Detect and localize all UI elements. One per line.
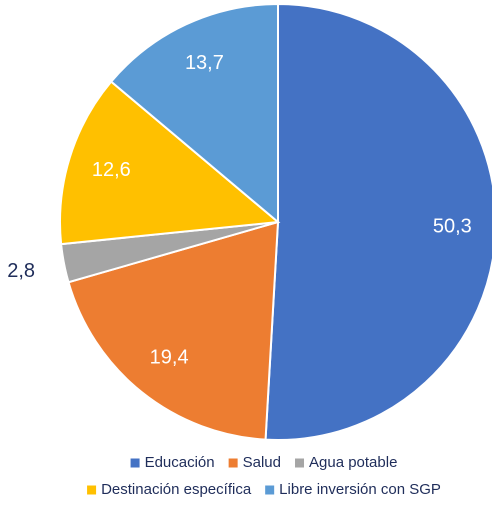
- legend-marker: [130, 458, 140, 468]
- legend-label: Agua potable: [309, 454, 397, 471]
- pie-slice: [264, 2, 492, 441]
- legend-label: Salud: [243, 454, 281, 471]
- pie-slice: [109, 2, 279, 225]
- legend-label: Destinación específica: [101, 481, 252, 498]
- data-label: 50,3: [433, 215, 472, 237]
- legend-marker: [87, 485, 97, 495]
- legend-label: Educación: [145, 454, 215, 471]
- pie-slice: [59, 80, 281, 246]
- legend-label: Libre inversión con SGP: [279, 481, 441, 498]
- pie-slice: [67, 220, 280, 441]
- legend-marker: [265, 485, 275, 495]
- data-label: 2,8: [7, 260, 35, 282]
- data-label: 12,6: [92, 159, 131, 181]
- data-label: 13,7: [185, 52, 224, 74]
- data-label: 19,4: [150, 347, 189, 369]
- legend-marker: [295, 458, 305, 468]
- legend-marker: [228, 458, 238, 468]
